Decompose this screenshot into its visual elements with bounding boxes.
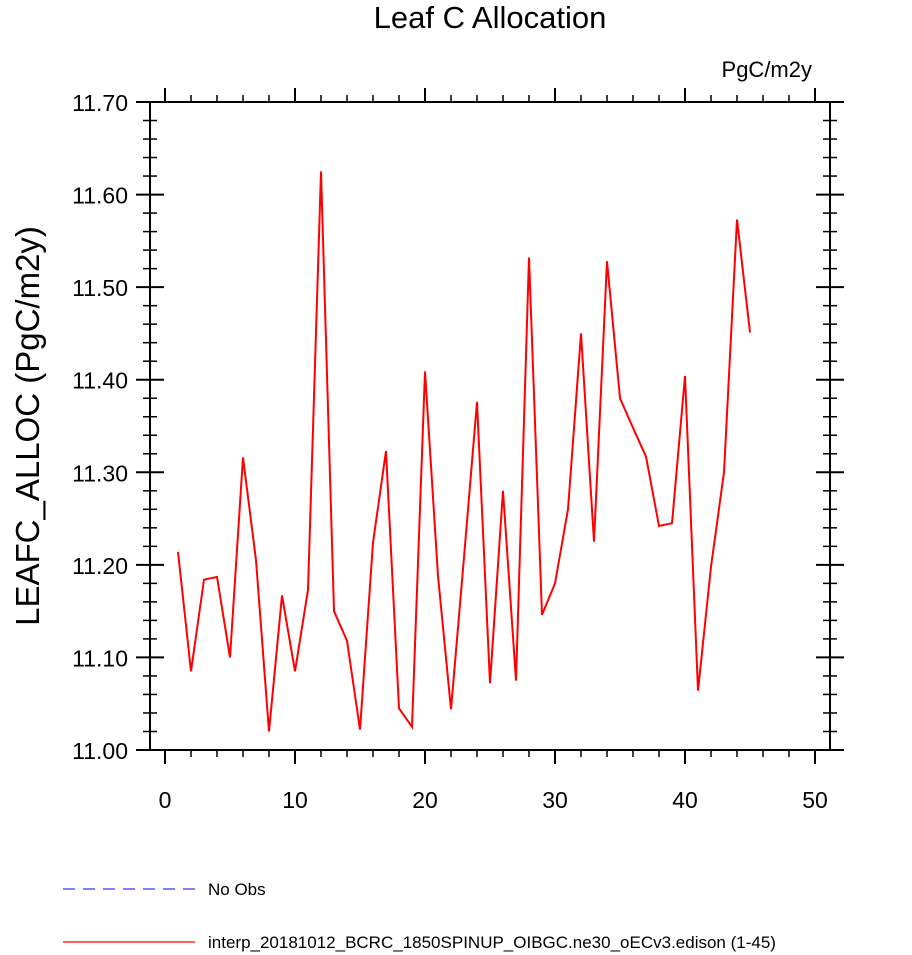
y-tick-label: 11.70 — [72, 90, 128, 116]
y-tick-label: 11.20 — [72, 553, 128, 579]
x-tick-label: 20 — [412, 787, 438, 813]
legend-label-1: interp_20181012_BCRC_1850SPINUP_OIBGC.ne… — [208, 933, 776, 952]
y-tick-label: 11.60 — [72, 183, 128, 209]
x-tick-label: 10 — [282, 787, 308, 813]
x-tick-label: 0 — [159, 787, 172, 813]
units-label: PgC/m2y — [722, 57, 812, 82]
x-tick-label: 50 — [802, 787, 828, 813]
legend-label-0: No Obs — [208, 880, 266, 899]
series-lines — [177, 171, 751, 732]
series-line-1 — [177, 171, 751, 732]
y-tick-label: 11.50 — [72, 275, 128, 301]
y-tick-label: 11.30 — [72, 460, 128, 486]
y-axis-label: LEAFC_ALLOC (PgC/m2y) — [9, 226, 46, 626]
plot-frame — [149, 101, 831, 751]
axis-tick-labels: 0 10 20 30 40 50 11.00 11.10 11.20 11.30 11.40 11.5… — [72, 90, 828, 813]
y-tick-label: 11.10 — [72, 645, 128, 671]
chart-title: Leaf C Allocation — [374, 0, 607, 35]
axis-ticks — [136, 88, 844, 764]
x-tick-label: 40 — [672, 787, 698, 813]
y-tick-label: 11.00 — [72, 738, 128, 764]
legend: No Obs interp_20181012_BCRC_1850SPINUP_OI… — [63, 880, 776, 952]
x-tick-label: 30 — [542, 787, 568, 813]
y-tick-label: 11.40 — [72, 368, 128, 394]
